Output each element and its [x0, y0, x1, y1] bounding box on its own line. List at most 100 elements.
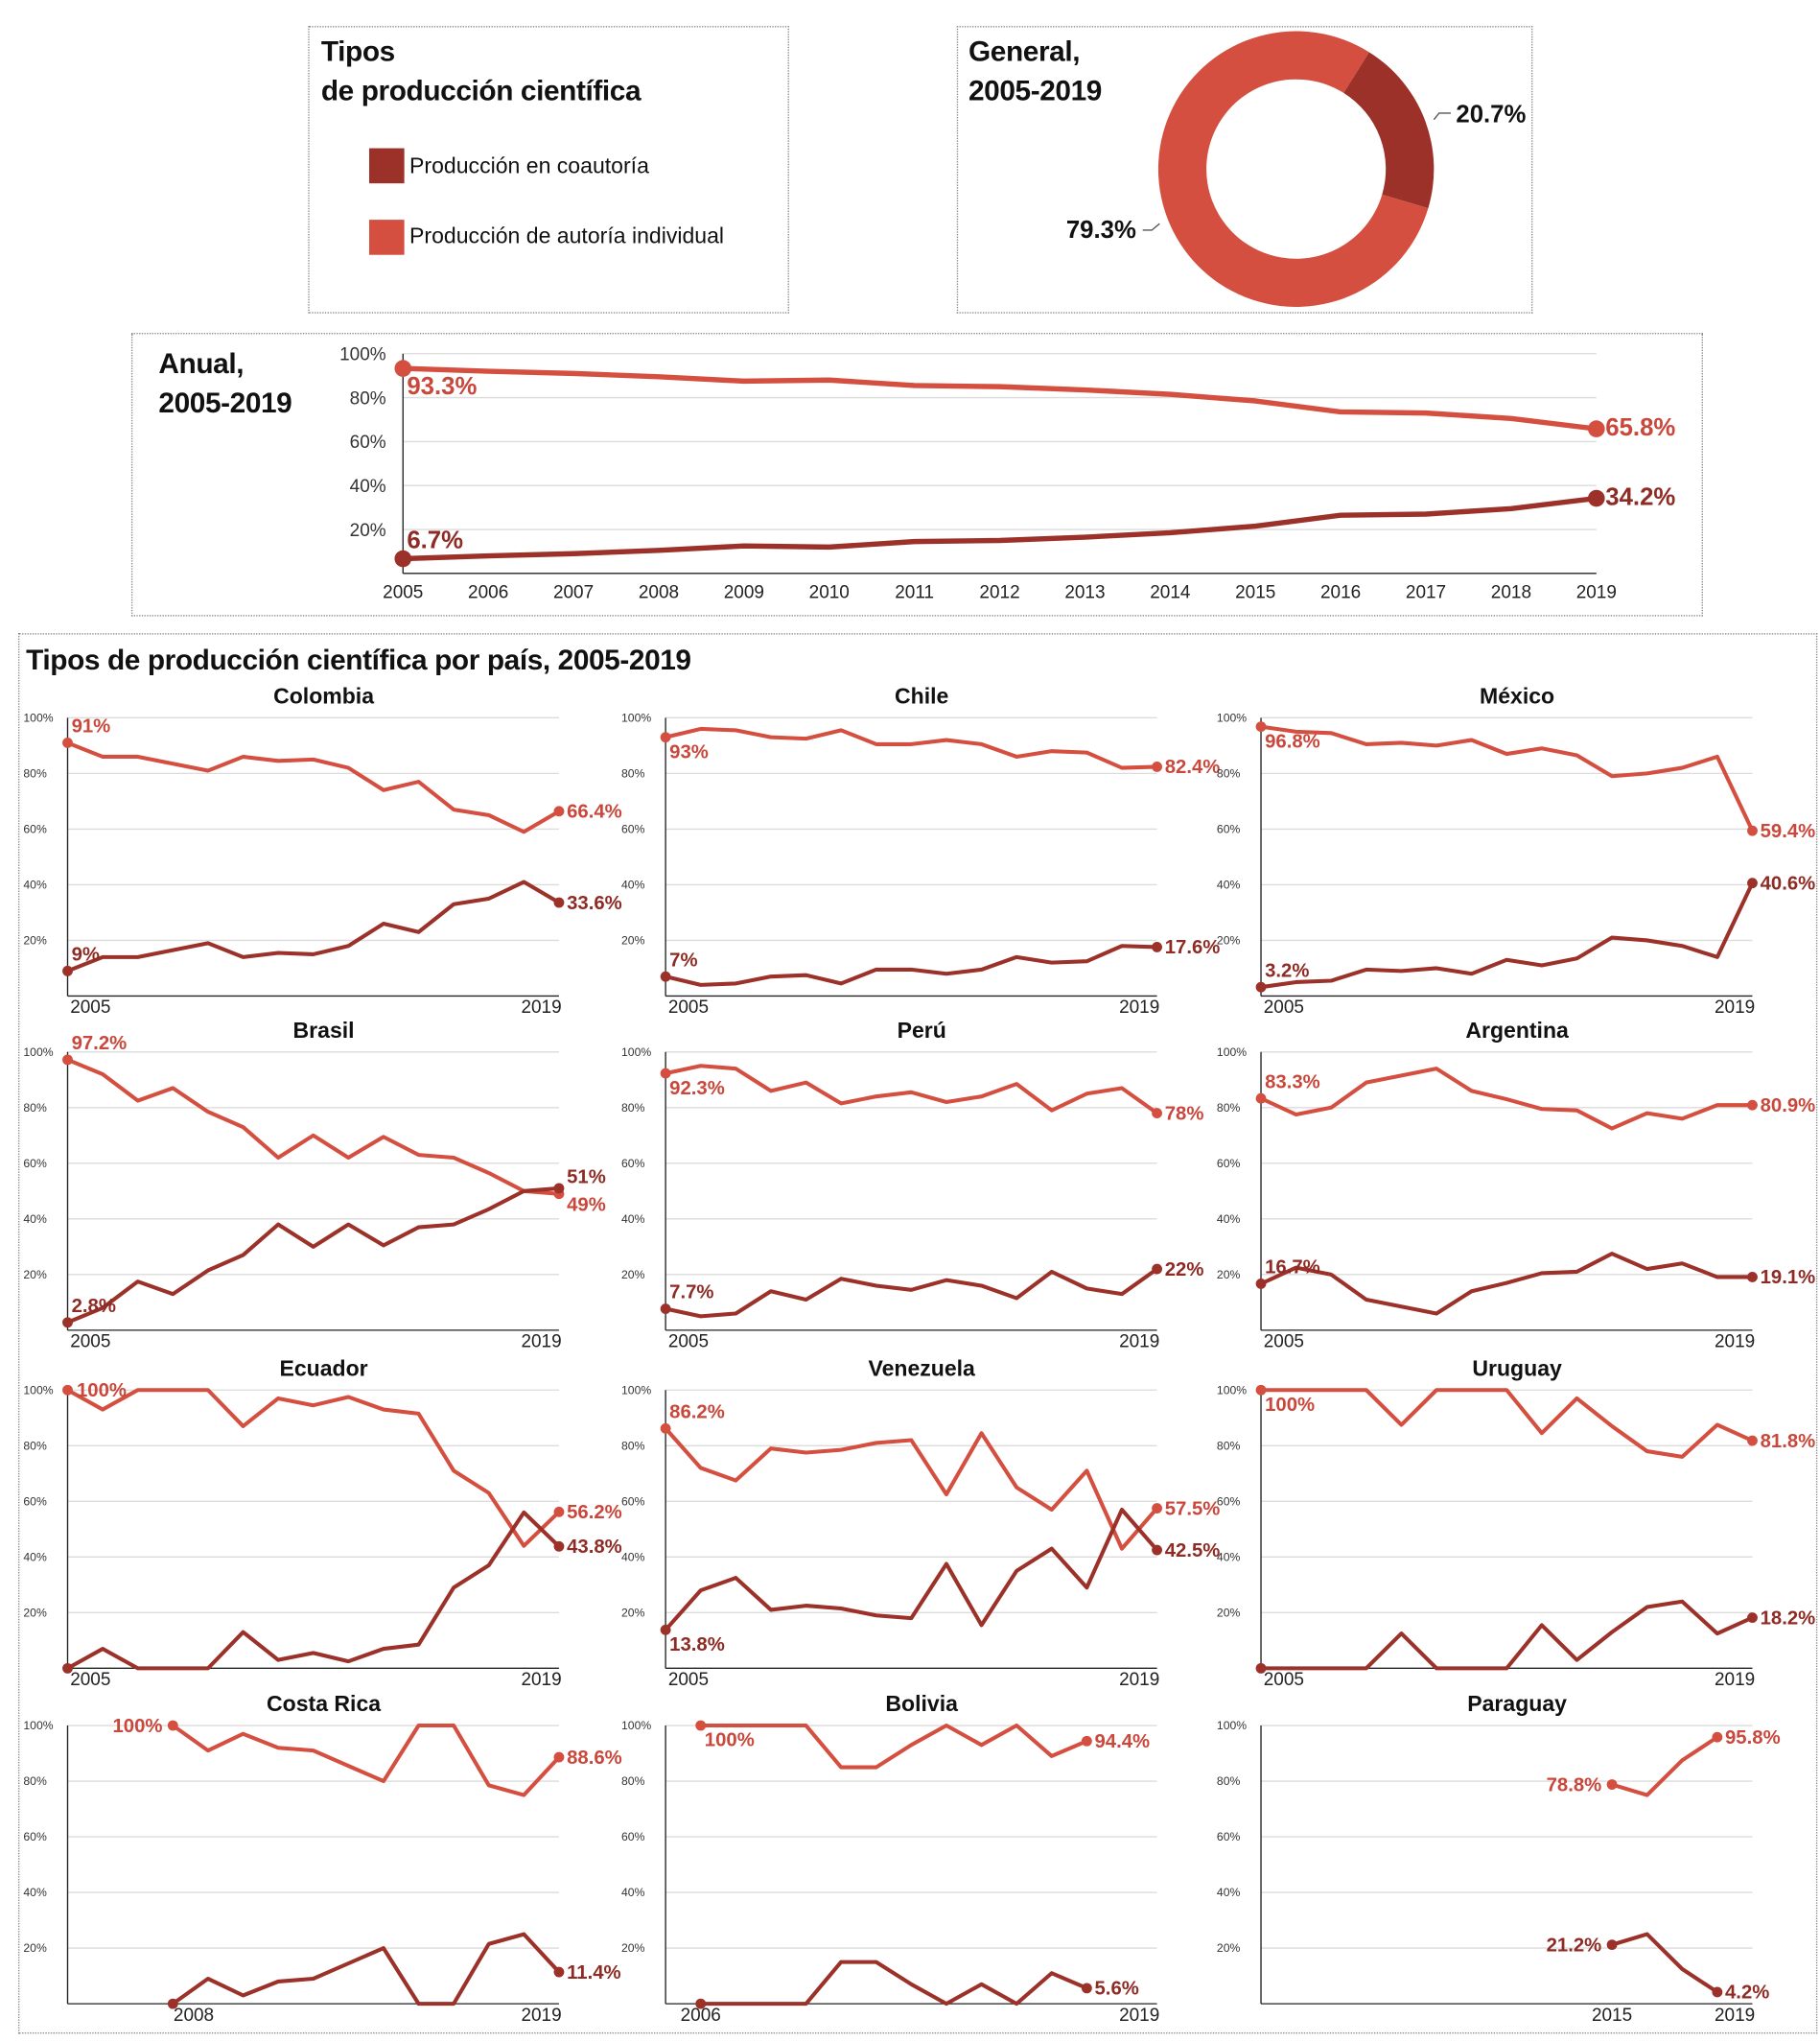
y-tick-label: 20% [621, 934, 645, 948]
series-line-coauthor [403, 495, 1598, 562]
data-point-marker [394, 360, 412, 377]
data-label-start-individual: 93% [669, 741, 709, 763]
line-chart-uruguay: 20% 40% 60% 80% 100% 2005 2019 Uruguay 100% 81.8%… [1217, 1355, 1815, 1690]
x-tick-label: 2006 [681, 2006, 721, 2026]
series-line-individual [66, 1058, 560, 1196]
data-point-marker [695, 1998, 707, 2009]
x-tick-label: 2019 [1119, 2006, 1159, 2026]
data-point-marker [167, 1998, 178, 2009]
y-tick-label: 20% [1217, 934, 1241, 948]
x-tick-label: 2005 [1264, 998, 1304, 1018]
y-tick-label: 100% [23, 711, 53, 724]
line-chart-argentina: 20% 40% 60% 80% 100% 2005 2019 Argentina 83.3% 80… [1217, 1018, 1815, 1352]
y-tick-label: 100% [621, 1383, 651, 1397]
data-label-end-coauthor: 19.1% [1761, 1267, 1816, 1288]
countries-title: Tipos de producción científica por país,… [26, 644, 691, 676]
y-tick-label: 20% [1217, 1268, 1241, 1281]
series-line-individual [403, 365, 1598, 432]
data-point-marker [1255, 1092, 1267, 1104]
y-tick-label: 100% [621, 711, 651, 724]
data-label-end-coauthor: 33.6% [567, 893, 622, 914]
y-tick-label: 20% [23, 934, 47, 948]
series-line-individual [1260, 1067, 1753, 1131]
y-tick-label: 80% [1217, 1439, 1241, 1452]
y-tick-label: 40% [621, 1212, 645, 1226]
x-tick-label: 2005 [1264, 1332, 1304, 1352]
x-tick-label: 2016 [1320, 583, 1361, 603]
y-tick-label: 80% [23, 1774, 47, 1788]
y-tick-label: 20% [621, 1268, 645, 1281]
panel-title: Paraguay [1467, 1691, 1567, 1716]
data-point-marker [1081, 1735, 1092, 1747]
x-tick-label: 2019 [1715, 1670, 1755, 1690]
y-tick-label: 40% [1217, 878, 1241, 891]
legend-title-line2: de producción científica [320, 74, 642, 107]
data-label-end-coauthor: 22% [1165, 1259, 1204, 1280]
data-label-end-coauthor: 4.2% [1725, 1983, 1769, 2004]
line-chart-bolivia: 20% 40% 60% 80% 100% 2006 2019 Bolivia 100% 94.4%… [621, 1691, 1159, 2026]
data-label-start-coauthor: 7% [669, 950, 697, 971]
data-point-marker [553, 1751, 565, 1763]
data-label-start-individual: 92.3% [669, 1078, 725, 1099]
data-label-end-individual: 80.9% [1761, 1095, 1816, 1116]
donut-slice-coauthor [1343, 52, 1435, 209]
data-point-marker [1747, 825, 1758, 836]
x-tick-label: 2017 [1406, 583, 1446, 603]
y-tick-label: 60% [1217, 822, 1241, 835]
anual-title-line2: 2005-2019 [158, 386, 292, 419]
y-tick-label: 60% [621, 1157, 645, 1170]
y-tick-label: 40% [23, 1550, 47, 1563]
y-tick-label: 40% [621, 1886, 645, 1899]
data-label-end-individual: 65.8% [1605, 414, 1675, 441]
series-line-coauthor [66, 1510, 561, 1671]
data-label-end-individual: 66.4% [567, 802, 622, 823]
x-tick-label: 2005 [668, 1332, 709, 1352]
x-tick-label: 2005 [1264, 1670, 1304, 1690]
x-tick-label: 2008 [639, 583, 679, 603]
legend-title-line1: Tipos [320, 35, 395, 68]
data-point-marker [62, 965, 73, 976]
data-label-end-coauthor: 11.4% [567, 1962, 621, 1983]
x-tick-label: 2015 [1592, 2006, 1632, 2026]
y-tick-label: 100% [23, 1383, 53, 1397]
data-label-start-individual: 83.3% [1265, 1071, 1320, 1092]
data-label-end-coauthor: 5.6% [1094, 1979, 1138, 2000]
data-point-marker [1152, 1108, 1162, 1119]
donut-slice-individual [1157, 31, 1429, 307]
y-tick-label: 60% [621, 1830, 645, 1843]
general-title-line2: 2005-2019 [968, 74, 1102, 107]
x-tick-label: 2012 [979, 583, 1019, 603]
x-tick-label: 2006 [468, 583, 508, 603]
x-tick-label: 2019 [1576, 583, 1617, 603]
x-tick-label: 2009 [724, 583, 764, 603]
data-label-end-individual: 81.8% [1761, 1431, 1816, 1452]
y-tick-label: 60% [23, 1157, 47, 1170]
data-point-marker [62, 1317, 73, 1328]
series-line-coauthor [172, 1932, 561, 2007]
y-tick-label: 60% [1217, 1830, 1241, 1843]
x-tick-label: 2019 [1715, 1332, 1755, 1352]
y-tick-label: 80% [621, 1439, 645, 1452]
data-label-end-coauthor: 18.2% [1761, 1608, 1816, 1629]
x-tick-label: 2014 [1150, 583, 1190, 603]
data-label-end-coauthor: 34.2% [1605, 483, 1675, 510]
data-label-end-coauthor: 40.6% [1761, 873, 1816, 894]
x-tick-label: 2018 [1491, 583, 1531, 603]
panel-title: Chile [895, 683, 948, 708]
data-point-marker [1152, 1263, 1162, 1275]
series-line-coauthor [1260, 881, 1755, 990]
data-label-start-coauthor: 6.7% [407, 528, 463, 554]
line-chart-ecuador: 20% 40% 60% 80% 100% 2005 2019 Ecuador 100% 56.2%… [23, 1355, 621, 1690]
legend-swatch-coauthor [369, 148, 405, 184]
general-title-line1: General, [968, 35, 1081, 68]
y-tick-label: 20% [1217, 1941, 1241, 1955]
data-label-end-individual: 88.6% [567, 1748, 622, 1769]
series-line-individual [1261, 1388, 1754, 1459]
series-line-individual [66, 740, 560, 834]
data-label-start-coauthor: 3.2% [1265, 960, 1309, 981]
x-tick-label: 2005 [383, 583, 423, 603]
data-point-marker [660, 1422, 671, 1434]
data-point-marker [1255, 721, 1267, 733]
data-point-marker [1747, 1099, 1758, 1111]
y-tick-label: 40% [1217, 1886, 1241, 1899]
